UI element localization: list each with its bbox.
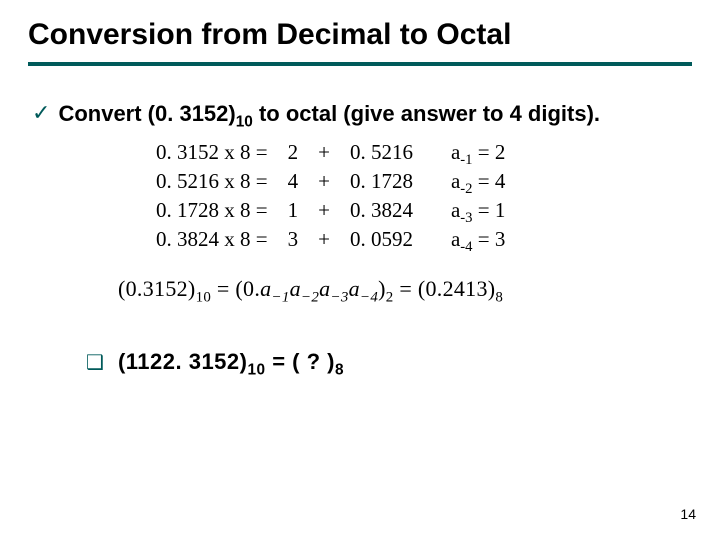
question-item: ❑ (1122. 3152)10 = ( ? )8: [86, 349, 692, 379]
formula-s4: −4: [360, 290, 378, 306]
col-a: a-2 = 4: [423, 169, 515, 198]
col-eq: 0. 5216 x 8 =: [146, 169, 278, 198]
col-a: a-1 = 2: [423, 140, 515, 169]
question-text: (1122. 3152)10 = ( ? )8: [118, 349, 344, 379]
check-icon: ✓: [32, 100, 50, 126]
formula-s2: −2: [301, 290, 319, 306]
col-a: a-3 = 1: [423, 198, 515, 227]
q-mid: = ( ? ): [266, 349, 335, 374]
q-prefix: (1122. 3152): [118, 349, 248, 374]
table-row: 0. 3824 x 8 =3+0. 0592a-4 = 3: [146, 227, 515, 256]
formula-lhs-base: 10: [196, 290, 212, 306]
formula-eq1: = (0.: [211, 276, 260, 301]
bullet-suffix: to octal (give answer to 4 digits).: [253, 101, 600, 126]
col-int: 2: [278, 140, 309, 169]
col-frac: 0. 3824: [340, 198, 423, 227]
col-eq: 0. 3152 x 8 =: [146, 140, 278, 169]
col-plus: +: [308, 227, 340, 256]
bullet-base: 10: [236, 113, 253, 130]
bullet-text: Convert (0. 3152)10 to octal (give answe…: [58, 100, 600, 132]
col-frac: 0. 0592: [340, 227, 423, 256]
formula-s3: −3: [330, 290, 348, 306]
col-int: 4: [278, 169, 309, 198]
formula-a1: a: [260, 276, 271, 301]
formula-a2: a: [290, 276, 301, 301]
formula-lhs: (0.3152): [118, 276, 196, 301]
col-int: 1: [278, 198, 309, 227]
formula-eq2: = (0.2413): [394, 276, 496, 301]
col-int: 3: [278, 227, 309, 256]
bullet-prefix: Convert (0. 3152): [58, 101, 235, 126]
table-row: 0. 5216 x 8 =4+0. 1728a-2 = 4: [146, 169, 515, 198]
col-plus: +: [308, 169, 340, 198]
formula: (0.3152)10 = (0.a−1a−2a−3a−4)2 = (0.2413…: [118, 276, 692, 306]
slide-title: Conversion from Decimal to Octal: [28, 18, 692, 66]
col-frac: 0. 1728: [340, 169, 423, 198]
formula-rbase2: 8: [495, 290, 503, 306]
col-a: a-4 = 3: [423, 227, 515, 256]
square-bullet-icon: ❑: [86, 353, 104, 373]
q-base2: 8: [335, 361, 344, 378]
table-row: 0. 1728 x 8 =1+0. 3824a-3 = 1: [146, 198, 515, 227]
formula-a4: a: [349, 276, 360, 301]
q-base1: 10: [247, 361, 265, 378]
page-number: 14: [680, 506, 696, 522]
col-plus: +: [308, 198, 340, 227]
calc-table: 0. 3152 x 8 =2+0. 5216a-1 = 20. 5216 x 8…: [146, 140, 692, 257]
formula-rclose: ): [378, 276, 386, 301]
col-eq: 0. 1728 x 8 =: [146, 198, 278, 227]
col-eq: 0. 3824 x 8 =: [146, 227, 278, 256]
bullet-item: ✓ Convert (0. 3152)10 to octal (give ans…: [32, 100, 692, 132]
col-plus: +: [308, 140, 340, 169]
col-frac: 0. 5216: [340, 140, 423, 169]
formula-rbase1: 2: [386, 290, 394, 306]
formula-s1: −1: [271, 290, 289, 306]
formula-a3: a: [319, 276, 330, 301]
table-row: 0. 3152 x 8 =2+0. 5216a-1 = 2: [146, 140, 515, 169]
